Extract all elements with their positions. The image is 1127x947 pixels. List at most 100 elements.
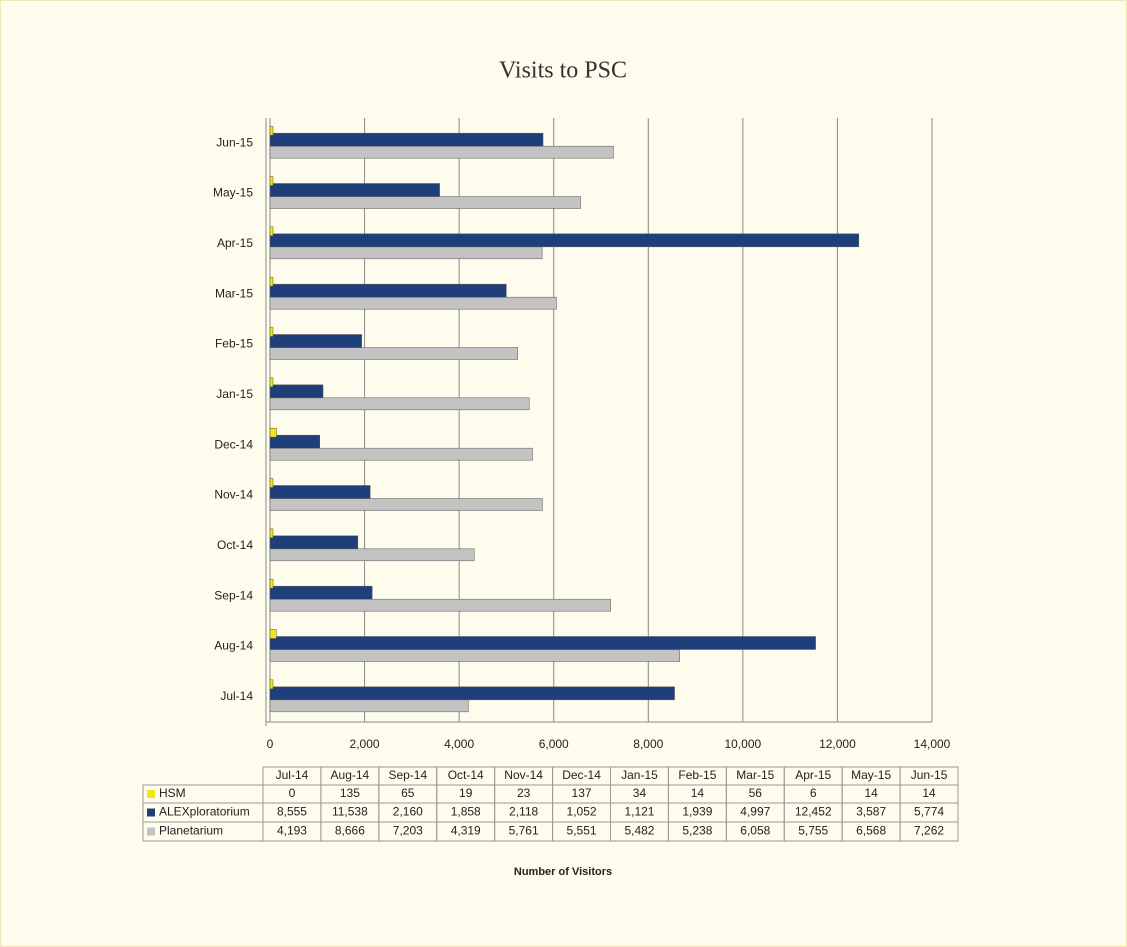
table-value: 5,761 xyxy=(509,824,539,838)
bar xyxy=(269,384,324,399)
bar xyxy=(269,679,274,690)
table-value: 2,118 xyxy=(509,805,538,819)
y-tick-label: Dec-14 xyxy=(214,437,253,451)
bar xyxy=(269,649,681,662)
table-header: Nov-14 xyxy=(504,768,543,782)
table-value: 14 xyxy=(864,786,878,800)
table-value: 23 xyxy=(517,786,531,800)
x-tick-label: 10,000 xyxy=(725,737,762,751)
x-axis-label: Number of Visitors xyxy=(514,866,612,878)
x-tick-label: 4,000 xyxy=(444,737,474,751)
bar xyxy=(269,296,557,310)
table-header: Apr-15 xyxy=(795,768,831,782)
table-header: Feb-15 xyxy=(678,768,716,782)
bar xyxy=(269,397,530,411)
y-tick-label: Nov-14 xyxy=(214,488,253,502)
table-cell xyxy=(899,821,959,842)
bar xyxy=(269,699,469,713)
y-tick-label: Aug-14 xyxy=(214,639,253,653)
bar xyxy=(269,283,507,298)
y-tick-label: Apr-15 xyxy=(217,236,253,250)
table-value: 14 xyxy=(691,786,705,800)
x-tick-label: 2,000 xyxy=(350,737,380,751)
legend-label: ALEXploratorium xyxy=(159,805,250,819)
table-value: 0 xyxy=(289,786,296,800)
table-value: 19 xyxy=(459,786,473,800)
table-value: 34 xyxy=(633,786,647,800)
table-header: Jul-14 xyxy=(276,768,309,782)
table-value: 135 xyxy=(340,786,360,800)
table-header: May-15 xyxy=(851,768,891,782)
table-value: 65 xyxy=(401,786,415,800)
table-header: Dec-14 xyxy=(562,768,601,782)
bar xyxy=(269,585,373,600)
bar xyxy=(269,145,614,159)
bar xyxy=(269,347,518,360)
table-value: 137 xyxy=(572,786,592,800)
table-header: Jan-15 xyxy=(621,768,658,782)
table-value: 3,587 xyxy=(856,805,886,819)
bar xyxy=(269,427,277,438)
y-tick-label: Jan-15 xyxy=(216,387,253,401)
table-value: 14 xyxy=(922,786,936,800)
table-value: 6,058 xyxy=(740,824,770,838)
bar xyxy=(269,636,816,650)
bar xyxy=(269,226,274,237)
table-value: 56 xyxy=(749,786,763,800)
bar xyxy=(269,598,611,612)
table-value: 7,203 xyxy=(393,824,423,838)
bar xyxy=(269,535,359,550)
bar xyxy=(269,377,274,388)
y-tick-label: Jul-14 xyxy=(220,689,253,703)
y-tick-label: Feb-15 xyxy=(215,337,253,351)
x-tick-label: 0 xyxy=(267,737,274,751)
table-value: 6 xyxy=(810,786,817,800)
bar xyxy=(269,132,544,147)
bar xyxy=(269,276,274,287)
table-value: 8,666 xyxy=(335,824,365,838)
y-tick-label: Jun-15 xyxy=(216,135,253,149)
table-value: 11,538 xyxy=(332,805,368,819)
bar xyxy=(269,233,860,248)
bar xyxy=(269,183,440,197)
bar xyxy=(269,629,277,639)
bar xyxy=(269,447,533,461)
bar xyxy=(269,246,543,260)
table-value: 1,121 xyxy=(624,805,654,819)
table-value: 12,452 xyxy=(795,805,832,819)
table-value: 4,319 xyxy=(451,824,481,838)
table-value: 1,052 xyxy=(567,805,597,819)
bar xyxy=(269,327,274,337)
table-value: 2,160 xyxy=(393,805,423,819)
bar xyxy=(269,334,362,348)
bar xyxy=(269,578,274,589)
y-tick-label: Mar-15 xyxy=(215,286,253,300)
table-value: 4,193 xyxy=(277,824,307,838)
legend-swatch xyxy=(147,808,155,817)
table-value: 5,774 xyxy=(914,805,944,819)
table-value: 6,568 xyxy=(856,824,886,838)
x-tick-label: 12,000 xyxy=(819,737,856,751)
legend-label: Planetarium xyxy=(159,824,223,838)
table-value: 5,551 xyxy=(567,824,597,838)
bar xyxy=(269,176,274,186)
table-value: 1,939 xyxy=(682,805,712,819)
table-value: 5,238 xyxy=(682,824,712,838)
legend-swatch xyxy=(147,790,155,798)
x-tick-label: 14,000 xyxy=(914,737,951,751)
bar xyxy=(269,478,274,488)
legend-swatch xyxy=(147,827,155,836)
bar xyxy=(269,548,475,562)
y-tick-label: Sep-14 xyxy=(214,588,253,602)
table-header: Aug-14 xyxy=(331,768,370,782)
legend-label: HSM xyxy=(159,786,186,800)
table-header: Mar-15 xyxy=(736,768,774,782)
table-value: 1,858 xyxy=(451,805,481,819)
bar xyxy=(269,528,274,539)
y-tick-label: Oct-14 xyxy=(217,538,253,552)
x-tick-label: 8,000 xyxy=(633,737,663,751)
table-header: Sep-14 xyxy=(388,768,427,782)
table-value: 5,755 xyxy=(798,824,828,838)
table-header: Oct-14 xyxy=(448,768,484,782)
